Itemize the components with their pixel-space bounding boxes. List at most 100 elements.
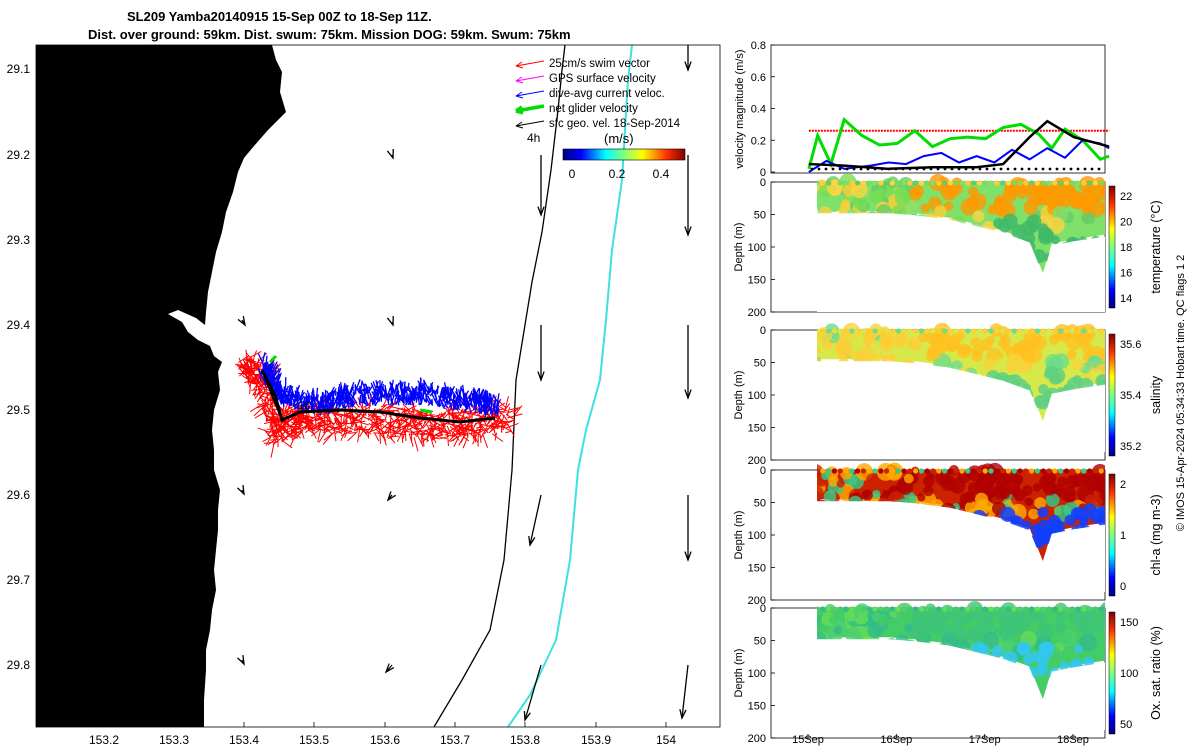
- swim-vector: [431, 427, 446, 430]
- swim-vector: [286, 423, 290, 435]
- current-vector: [389, 387, 395, 398]
- section-dive-top: [959, 180, 965, 186]
- velocity-ytick-label: 0.2: [751, 135, 766, 147]
- swim-vector: [291, 428, 300, 434]
- current-vector: [366, 389, 370, 400]
- section-dive-top: [901, 180, 907, 186]
- swim-vector: [281, 439, 293, 449]
- current-vector: [327, 386, 335, 399]
- swim-vector: [285, 405, 291, 414]
- section-ytick-label: 0: [760, 465, 766, 477]
- swim-vector: [317, 417, 323, 430]
- swim-vector: [252, 368, 263, 372]
- section-dive-top: [988, 328, 994, 334]
- current-vector: [351, 398, 354, 407]
- dive-marker: [1090, 167, 1094, 171]
- swim-vector: [298, 425, 302, 434]
- section-ytick-label: 50: [754, 358, 766, 370]
- section-ylabel: Depth (m): [733, 371, 745, 420]
- section-dive-top: [1046, 468, 1052, 474]
- section-dive-top: [971, 180, 977, 186]
- swim-vector: [342, 409, 346, 425]
- geo-arrowhead: [237, 654, 245, 666]
- section-blob: [1022, 520, 1032, 530]
- net-velocity-mark: [268, 354, 278, 364]
- section-dive-top: [817, 180, 820, 186]
- swim-vector: [460, 423, 466, 429]
- section-dive-top: [936, 606, 942, 612]
- section-colorbar-tick: 100: [1120, 668, 1138, 680]
- section-blob: [876, 613, 889, 627]
- dive-marker: [943, 167, 947, 171]
- section-data: [817, 174, 1105, 312]
- section-colorbar-label: temperature (°C): [1149, 200, 1163, 293]
- section-blob: [1032, 335, 1047, 350]
- legend-arrowhead: [515, 121, 524, 129]
- swim-vector: [458, 428, 474, 431]
- swim-vector: [337, 423, 347, 433]
- section-blob: [1068, 190, 1078, 199]
- section-dive-top: [1005, 328, 1012, 334]
- current-vector: [429, 389, 435, 397]
- section-mask: [817, 500, 1105, 592]
- date-tick-label: 17Sep: [969, 734, 1001, 746]
- current-vector: [462, 389, 466, 403]
- section-colorbar-tick: 50: [1120, 719, 1132, 731]
- swim-vector: [309, 415, 324, 423]
- section-dive-top: [918, 468, 925, 474]
- lon-tick-label: 153.3: [159, 733, 189, 747]
- swim-vector: [458, 434, 466, 446]
- geo-arrowhead: [386, 148, 394, 160]
- swim-vector: [432, 433, 444, 441]
- geo-arrowhead: [237, 484, 245, 496]
- swim-vector: [413, 437, 419, 452]
- section-colorbar-tick: 20: [1120, 217, 1132, 229]
- current-vector: [459, 401, 464, 409]
- dive-marker: [1020, 167, 1024, 171]
- dive-marker: [922, 167, 926, 171]
- section-blob: [1024, 497, 1033, 506]
- swim-vector: [384, 409, 389, 420]
- section-dive-top: [895, 606, 901, 612]
- swim-vector: [506, 407, 511, 417]
- current-vector: [376, 385, 381, 392]
- section-dive-top: [1052, 468, 1058, 474]
- swim-vector: [453, 412, 464, 422]
- section-dive-top: [930, 606, 936, 612]
- swim-vector: [375, 417, 381, 434]
- swim-vector: [478, 429, 482, 443]
- swim-vector: [498, 402, 506, 408]
- surface-geostrophic-arrows: [237, 45, 692, 722]
- current-vector: [381, 386, 384, 398]
- dive-marker: [950, 167, 954, 171]
- section-dive-top: [988, 606, 994, 612]
- section-dive-top: [837, 468, 843, 474]
- section-blob: [1036, 666, 1047, 677]
- date-tick-label: 16Sep: [880, 734, 912, 746]
- current-vector: [271, 368, 280, 380]
- swim-vector: [298, 423, 309, 436]
- swim-vector: [388, 422, 392, 429]
- section-blob: [940, 604, 955, 619]
- geo-arrowhead: [684, 551, 692, 562]
- current-vector: [449, 386, 458, 400]
- dive-marker: [978, 167, 982, 171]
- swim-vector: [275, 419, 278, 431]
- swim-vector: [482, 433, 489, 448]
- current-vector: [304, 396, 308, 406]
- swim-vector: [391, 426, 401, 436]
- map-axis-ticks: 153.2 153.3 153.4 153.5 153.6 153.7 153.8 153.9…: [7, 62, 677, 747]
- section-dive-top: [889, 328, 896, 334]
- section-dive-top: [965, 180, 971, 186]
- section-dive-top: [994, 606, 1000, 612]
- section-dive-top: [947, 606, 954, 612]
- figure-title-line1: SL209 Yamba20140915 15-Sep 00Z to 18-Sep…: [127, 9, 432, 24]
- current-vector: [456, 393, 465, 406]
- swim-vector: [375, 428, 386, 441]
- geo-arrowhead: [386, 491, 397, 502]
- swim-vector: [425, 423, 434, 437]
- current-vector: [348, 381, 355, 395]
- section-blob: [972, 210, 985, 223]
